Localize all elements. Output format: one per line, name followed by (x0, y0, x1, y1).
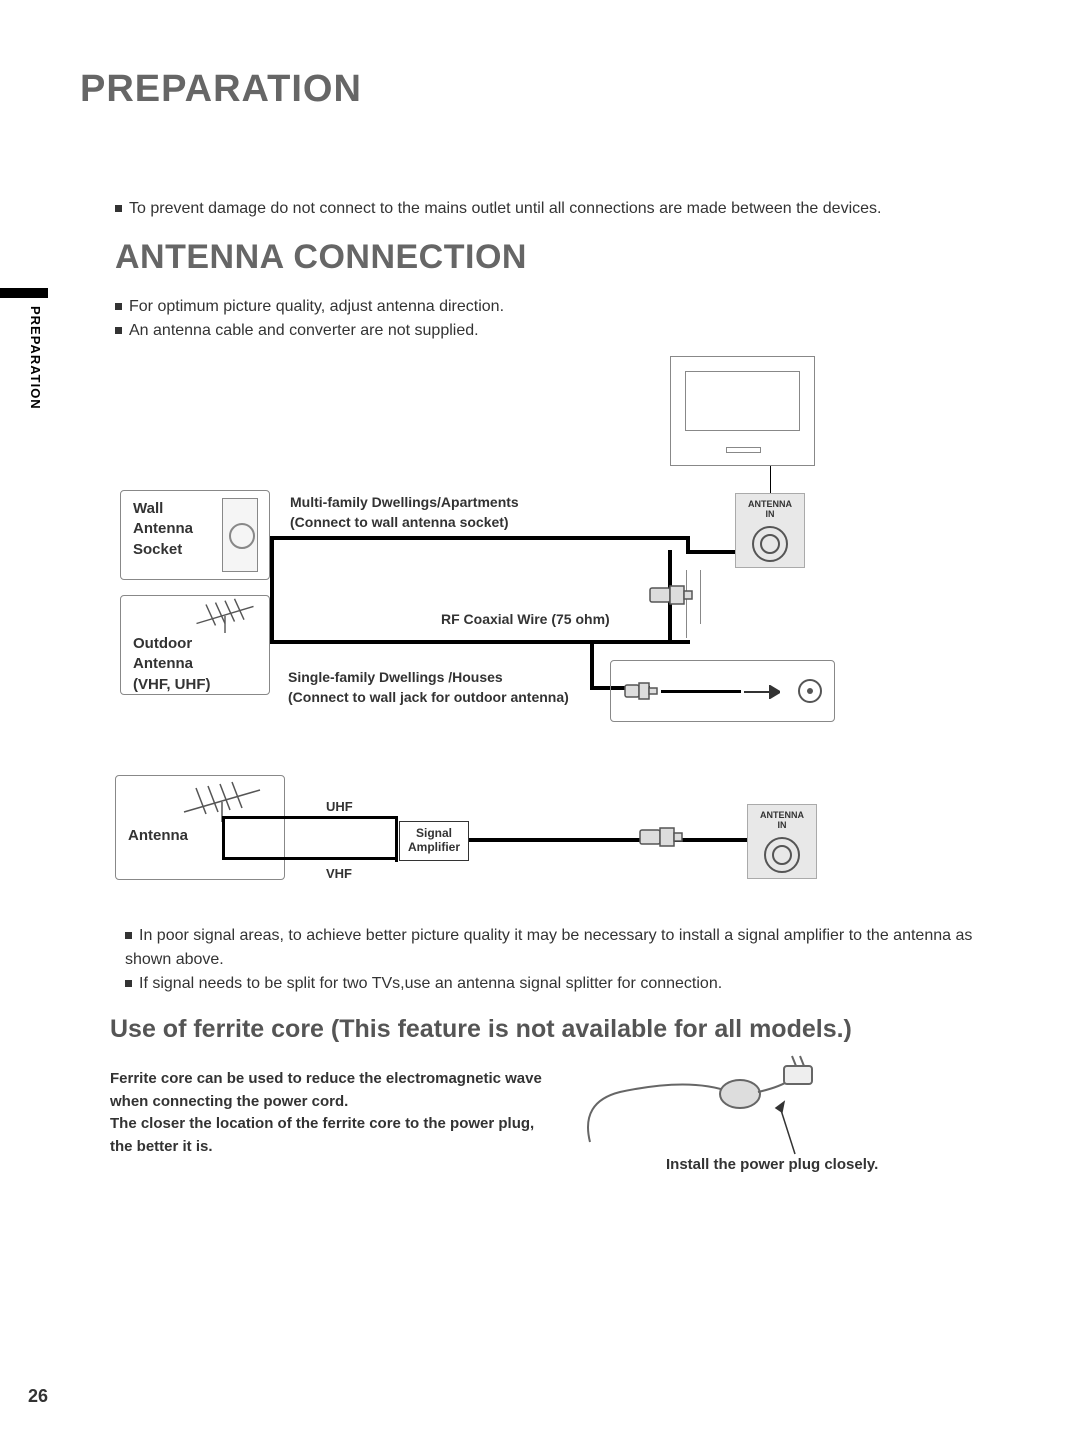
vhf-label: VHF (326, 866, 352, 881)
signal-amplifier-box: Signal Amplifier (399, 821, 469, 861)
tv-screen (685, 371, 800, 431)
conn-line (270, 640, 690, 644)
note-2-text: If signal needs to be split for two TVs,… (139, 975, 722, 992)
wall-jack-box (610, 660, 835, 722)
coax-socket-icon (752, 526, 788, 562)
bullet-icon (125, 932, 132, 939)
bullet-1-text: For optimum picture quality, adjust ante… (129, 298, 504, 315)
conn-line (270, 536, 274, 644)
conn-line (222, 857, 398, 860)
conn-line (222, 816, 398, 819)
side-tab-marker (0, 288, 48, 298)
bullet-2-text: An antenna cable and converter are not s… (129, 322, 479, 339)
wall-jack-socket-icon (798, 679, 822, 703)
coax-connector-icon (636, 822, 686, 852)
intro-text: To prevent damage do not connect to the … (129, 200, 881, 217)
bullet-icon (125, 980, 132, 987)
uhf-label: UHF (326, 799, 353, 814)
ferrite-body: Ferrite core can be used to reduce the e… (110, 1068, 550, 1158)
side-tab: PREPARATION (0, 288, 48, 438)
note-1: In poor signal areas, to achieve better … (125, 924, 1020, 972)
section-bullet-1: For optimum picture quality, adjust ante… (115, 295, 504, 319)
tv-illustration (670, 356, 815, 466)
page-title: PREPARATION (80, 68, 362, 111)
multi-family-label: Multi-family Dwellings/Apartments (Conne… (290, 493, 519, 532)
ferrite-illustration (570, 1052, 830, 1162)
conn-line (661, 690, 741, 693)
coax-connector-icon (646, 580, 696, 610)
conn-line (469, 838, 747, 842)
conn-line (686, 550, 735, 554)
rf-wire-label: RF Coaxial Wire (75 ohm) (441, 610, 610, 630)
coax-socket-icon (764, 837, 800, 873)
note-1-text: In poor signal areas, to achieve better … (125, 927, 972, 968)
wall-socket-icon (222, 498, 258, 572)
side-tab-text: PREPARATION (28, 306, 43, 410)
outdoor-label: Outdoor Antenna (VHF, UHF) (133, 634, 257, 695)
intro-bullet: To prevent damage do not connect to the … (115, 200, 881, 218)
signal-amplifier-label: Signal Amplifier (408, 826, 460, 854)
bullet-icon (115, 327, 122, 334)
single-family-label: Single-family Dwellings /Houses (Connect… (288, 668, 569, 707)
lead-line (700, 570, 701, 624)
antenna-port-label: ANTENNA IN (736, 500, 804, 520)
bullet-icon (115, 303, 122, 310)
antenna-port-top: ANTENNA IN (735, 493, 805, 568)
conn-line (590, 640, 594, 690)
tv-stand (726, 447, 761, 453)
ferrite-caption: Install the power plug closely. (666, 1156, 878, 1173)
lead-line (770, 466, 771, 493)
note-2: If signal needs to be split for two TVs,… (125, 972, 722, 996)
section-bullet-2: An antenna cable and converter are not s… (115, 319, 479, 343)
wall-label: Wall Antenna Socket (133, 500, 193, 558)
conn-line (270, 536, 690, 540)
arrow-icon (744, 685, 780, 699)
section-title: ANTENNA CONNECTION (115, 238, 527, 277)
antenna-port-bottom: ANTENNA IN (747, 804, 817, 879)
antenna-label-lower: Antenna (128, 826, 272, 846)
outdoor-antenna-icon (186, 595, 264, 633)
antenna-port-label: ANTENNA IN (748, 811, 816, 831)
plug-icon (623, 679, 659, 703)
page-number: 26 (28, 1386, 48, 1407)
conn-line (395, 816, 398, 862)
bullet-icon (115, 205, 122, 212)
conn-line (222, 816, 225, 860)
ferrite-title: Use of ferrite core (This feature is not… (110, 1015, 852, 1044)
